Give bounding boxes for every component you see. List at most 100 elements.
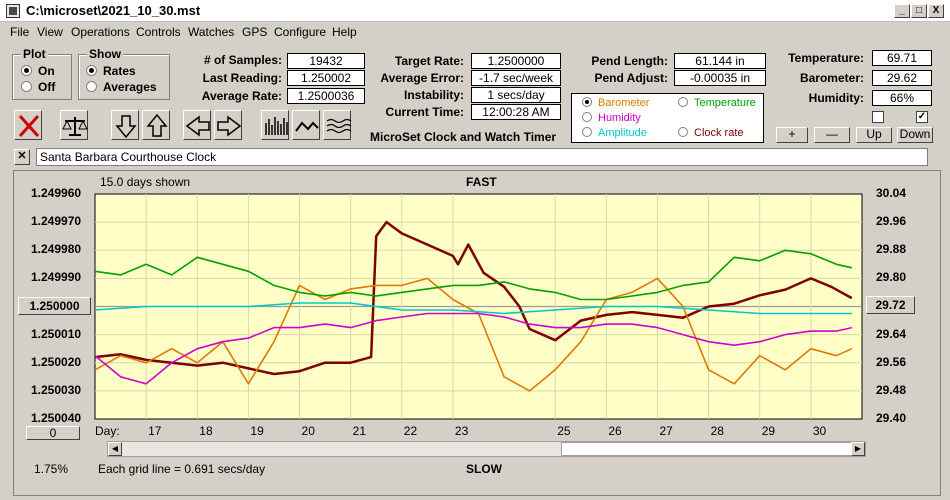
pend-length-label: Pend Length:: [591, 54, 668, 68]
right-tick-label: 30.04: [876, 186, 907, 200]
right-tick-label: 29.56: [876, 354, 907, 369]
right-arrow-button[interactable]: [214, 110, 242, 140]
checkbox-1[interactable]: [872, 111, 884, 123]
stop-button[interactable]: [14, 110, 42, 140]
plot-off-radio[interactable]: Off: [21, 80, 55, 94]
radio-icon: [678, 127, 688, 137]
maximize-button[interactable]: □: [911, 4, 927, 18]
samples-label: # of Samples:: [203, 53, 282, 67]
temperature-field: 69.71: [872, 50, 932, 66]
menu-view[interactable]: View: [37, 25, 63, 39]
scroll-left-icon[interactable]: ◀: [108, 442, 122, 456]
menu-operations[interactable]: Operations: [71, 25, 130, 39]
right-tick-label: 29.88: [876, 242, 907, 257]
overlay-barometer-label: Barometer: [598, 97, 650, 109]
x-tick-label: 19: [250, 424, 264, 438]
left-tick-label: 1.250020: [31, 354, 82, 369]
menu-file[interactable]: File: [10, 25, 30, 39]
left-arrow-button[interactable]: [183, 110, 211, 140]
bar-chart-icon: [265, 117, 288, 135]
minimize-button[interactable]: _: [894, 4, 910, 18]
overlay-clock-rate-label: Clock rate: [694, 127, 744, 139]
overlay-humidity-label: Humidity: [598, 112, 641, 124]
menu-help[interactable]: Help: [332, 25, 357, 39]
overlay-amplitude[interactable]: Amplitude: [582, 127, 647, 139]
wave-view-button[interactable]: [323, 110, 352, 140]
radio-selected-icon: [86, 65, 97, 76]
close-window-button[interactable]: X: [928, 4, 944, 18]
arrow-left-icon: [185, 115, 210, 137]
target-rate-field[interactable]: 1.2500000: [471, 53, 561, 69]
plot-off-label: Off: [38, 80, 56, 94]
instability-label: Instability:: [403, 88, 464, 102]
scroll-right-icon[interactable]: ▶: [851, 442, 865, 456]
pend-adjust-label: Pend Adjust:: [594, 71, 668, 85]
left-tick-label: 1.250040: [31, 411, 82, 425]
overlay-barometer[interactable]: Barometer: [582, 97, 649, 109]
up-button[interactable]: Up: [856, 127, 892, 143]
x-tick-label: 21: [352, 424, 367, 438]
line-view-button[interactable]: [292, 110, 320, 140]
scroll-thumb[interactable]: [561, 442, 852, 456]
overlay-clock-rate[interactable]: Clock rate: [678, 127, 744, 139]
red-x-icon: [18, 114, 40, 138]
radio-icon: [86, 81, 97, 92]
last-reading-label: Last Reading:: [202, 71, 282, 85]
right-tick-label: 29.80: [876, 270, 907, 285]
scales-icon: [62, 117, 88, 136]
pend-adjust-field: -0.00035 in: [674, 70, 766, 86]
show-rates-label: Rates: [103, 64, 136, 78]
x-tick-label: 27: [659, 424, 673, 438]
down-arrow-button[interactable]: [111, 110, 139, 140]
left-tick-label: 1.250030: [31, 382, 82, 397]
last-reading-field: 1.250002: [287, 70, 365, 86]
checkbox-2[interactable]: ✓: [916, 111, 928, 123]
down-button[interactable]: Down: [897, 127, 933, 143]
radio-icon: [678, 97, 688, 107]
left-center-button[interactable]: 1.250000: [18, 297, 91, 315]
minus-button[interactable]: —: [814, 127, 850, 143]
plot-on-radio[interactable]: On: [21, 64, 55, 78]
current-time-field: 12:00:28 AM: [471, 104, 561, 120]
show-group: Show: [78, 47, 170, 100]
left-tick-label: 1.249990: [31, 270, 82, 285]
close-watch-button[interactable]: ✕: [14, 149, 30, 165]
radio-selected-icon: [582, 97, 592, 107]
slow-label: SLOW: [466, 462, 502, 476]
overlay-humidity[interactable]: Humidity: [582, 112, 641, 124]
bars-view-button[interactable]: [261, 110, 289, 140]
show-averages-radio[interactable]: Averages: [86, 80, 157, 94]
menu-bar: File View Operations Controls Watches GP…: [0, 23, 950, 41]
watch-name-field[interactable]: Santa Barbara Courthouse Clock: [36, 148, 928, 166]
x-tick-label: 18: [199, 424, 213, 438]
current-time-label: Current Time:: [385, 105, 464, 119]
plus-button[interactable]: +: [776, 127, 808, 143]
radio-selected-icon: [21, 65, 32, 76]
average-error-field: -1.7 sec/week: [471, 70, 561, 86]
x-tick-label: 17: [148, 424, 162, 438]
app-caption: MicroSet Clock and Watch Timer: [370, 130, 557, 144]
time-scrollbar[interactable]: ◀ ▶: [107, 441, 866, 457]
up-arrow-button[interactable]: [142, 110, 170, 140]
app-icon[interactable]: [6, 4, 20, 18]
left-tick-label: 1.249960: [31, 186, 82, 200]
right-center-button[interactable]: 29.72: [866, 296, 915, 314]
left-tick-label: 1.249970: [31, 214, 82, 229]
wave-icon: [326, 118, 352, 134]
menu-controls[interactable]: Controls: [136, 25, 181, 39]
zero-button[interactable]: 0: [26, 426, 80, 440]
left-tick-label: 1.250010: [31, 326, 82, 341]
right-tick-label: 29.40: [876, 411, 907, 425]
show-rates-radio[interactable]: Rates: [86, 64, 136, 78]
balance-button[interactable]: [60, 110, 88, 140]
target-rate-label: Target Rate:: [394, 54, 464, 68]
title-bar[interactable]: C:\microset\2021_10_30.mst _ □ X: [0, 0, 950, 22]
arrow-up-icon: [146, 113, 168, 137]
menu-gps[interactable]: GPS: [242, 25, 268, 39]
menu-configure[interactable]: Configure: [274, 25, 327, 39]
menu-watches[interactable]: Watches: [188, 25, 235, 39]
overlay-temperature[interactable]: Temperature: [678, 97, 756, 109]
pend-length-field: 61.144 in: [674, 53, 766, 69]
day-axis-label: Day:: [95, 424, 120, 438]
